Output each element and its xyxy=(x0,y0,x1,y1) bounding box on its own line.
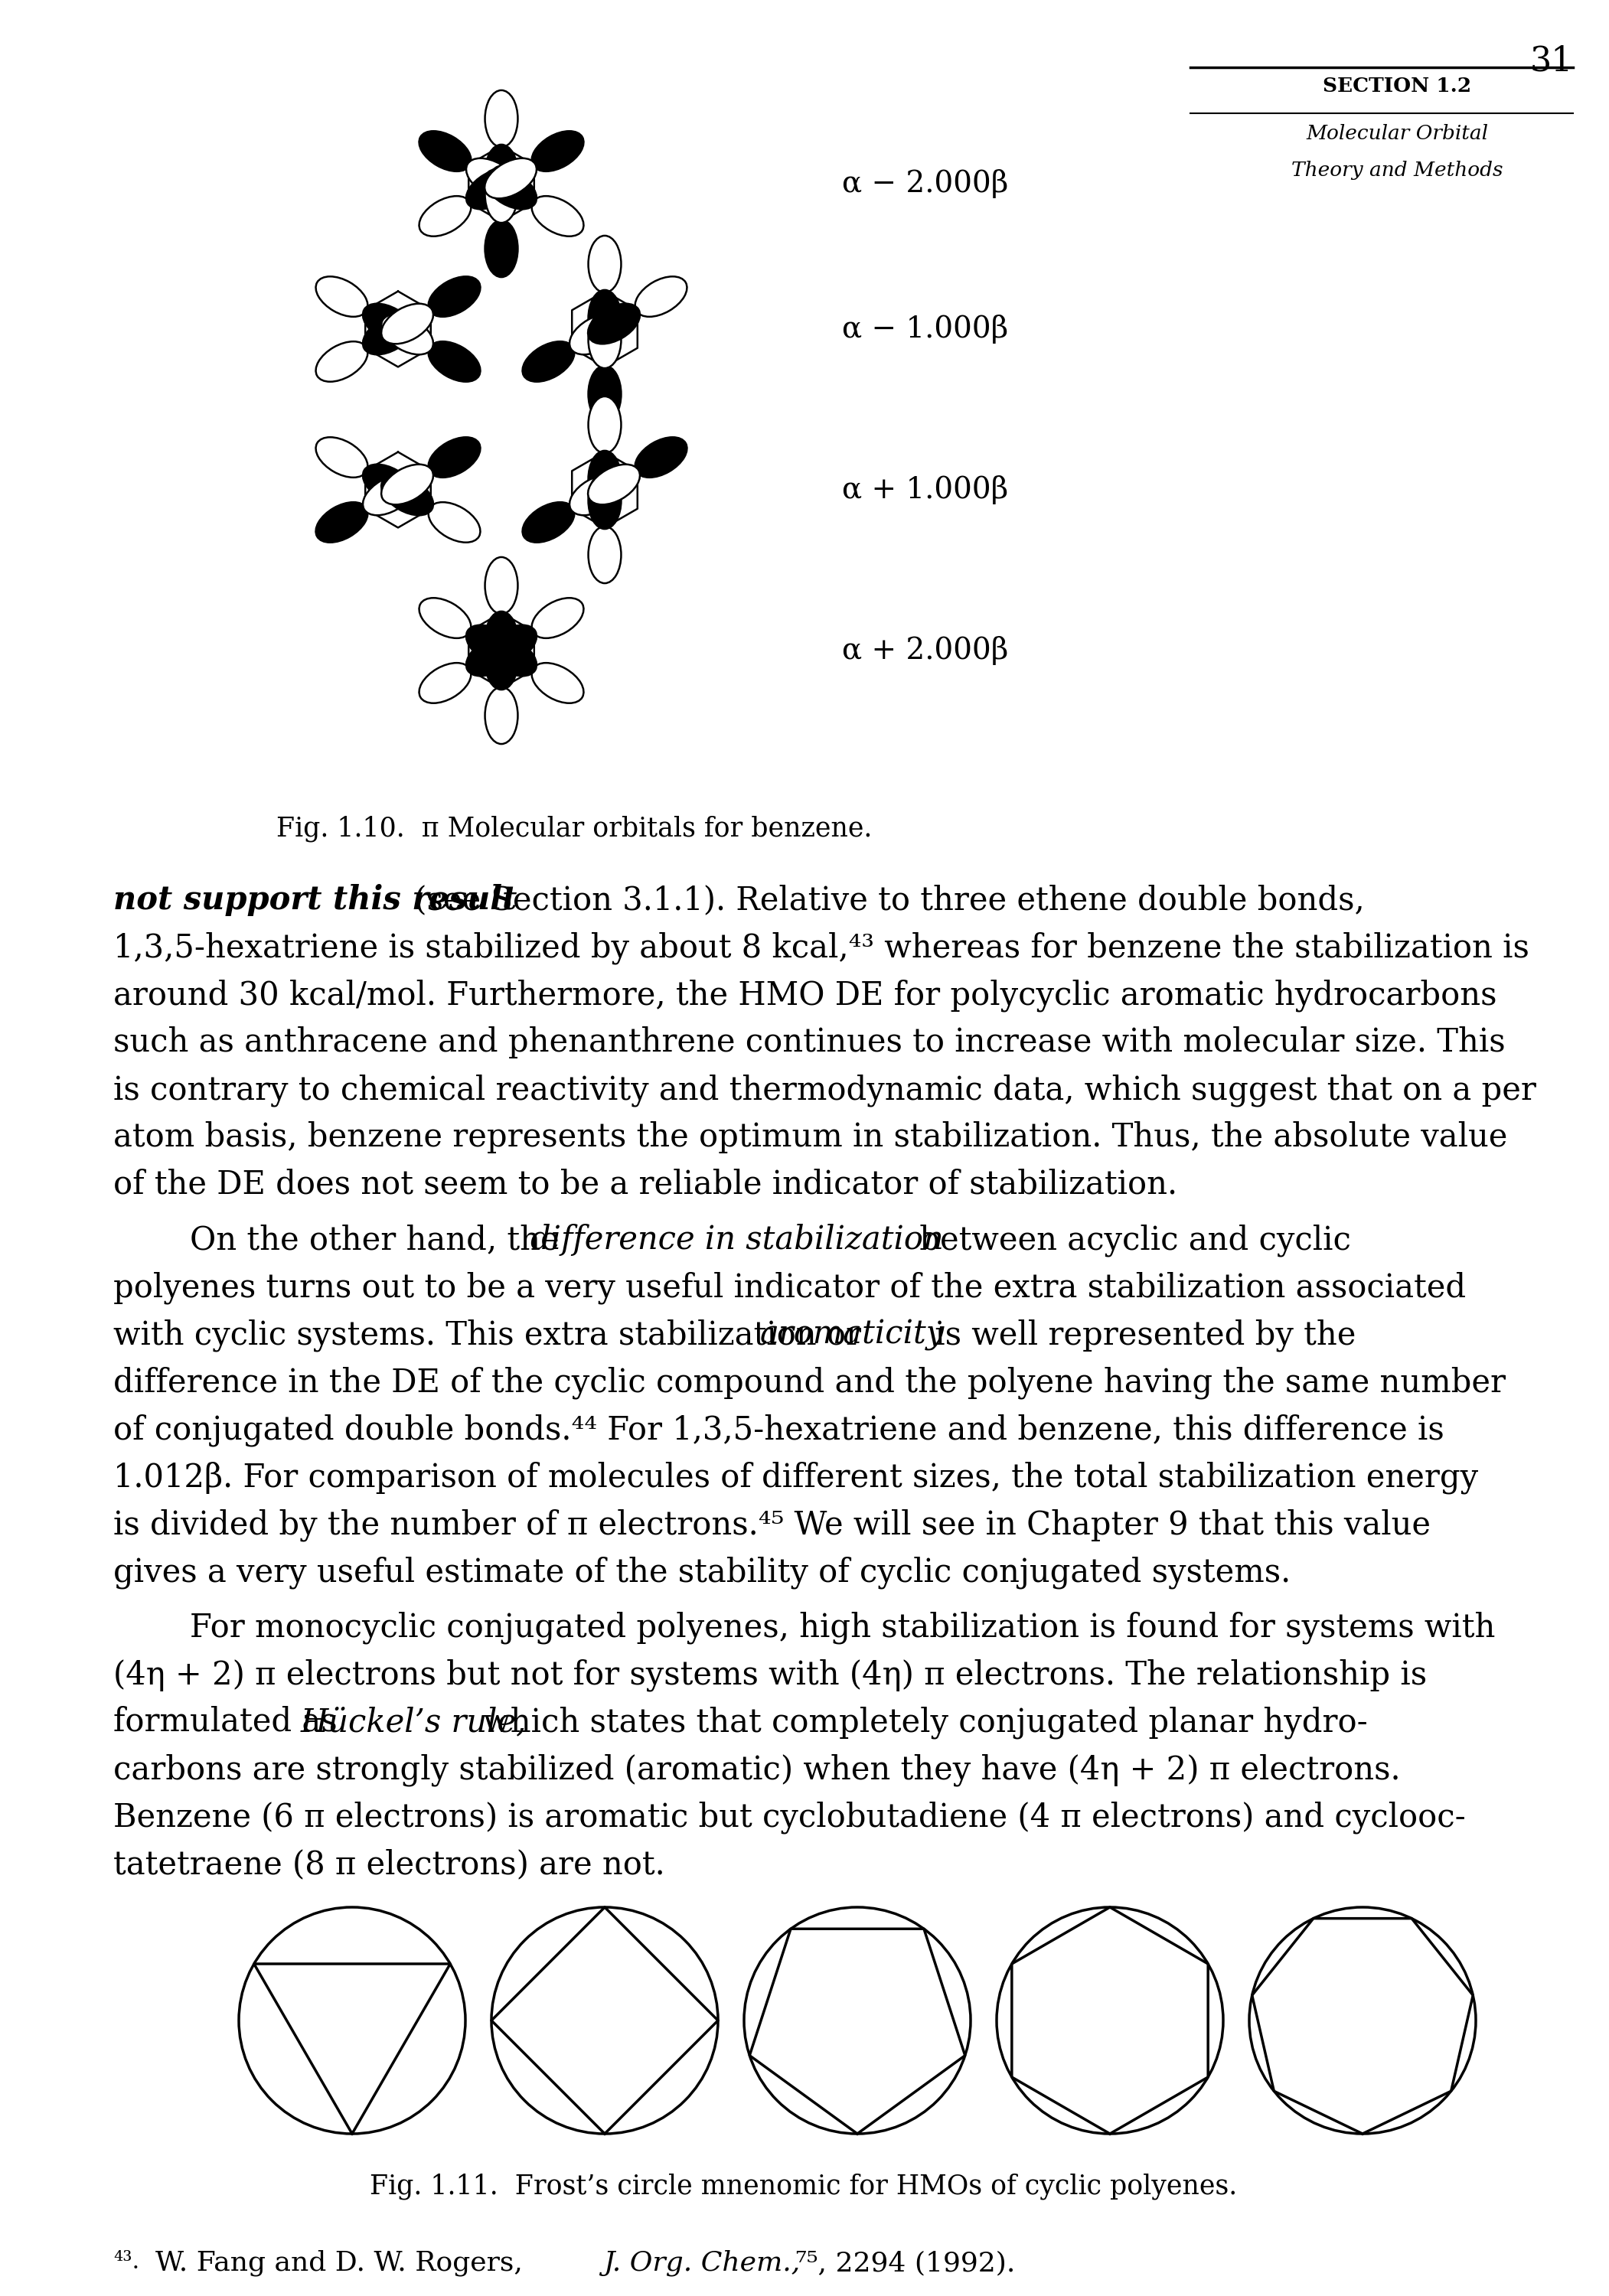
Ellipse shape xyxy=(428,276,481,317)
Ellipse shape xyxy=(484,90,518,147)
Text: is contrary to chemical reactivity and thermodynamic data, which suggest that on: is contrary to chemical reactivity and t… xyxy=(113,1075,1537,1107)
Text: For monocyclic conjugated polyenes, high stabilization is found for systems with: For monocyclic conjugated polyenes, high… xyxy=(190,1612,1495,1644)
Text: J. Org. Chem.,: J. Org. Chem., xyxy=(603,2250,800,2278)
Text: difference in stabilization: difference in stabilization xyxy=(531,1224,943,1256)
Text: formulated as: formulated as xyxy=(113,1706,348,1738)
Ellipse shape xyxy=(381,464,433,505)
Text: 1.012β. For comparison of molecules of different sizes, the total stabilization : 1.012β. For comparison of molecules of d… xyxy=(113,1460,1479,1495)
Text: Fig. 1.11.  Frost’s circle mnenomic for HMOs of cyclic polyenes.: Fig. 1.11. Frost’s circle mnenomic for H… xyxy=(370,2174,1237,2200)
Text: such as anthracene and phenanthrene continues to increase with molecular size. T: such as anthracene and phenanthrene cont… xyxy=(113,1026,1506,1058)
Ellipse shape xyxy=(484,220,518,278)
Ellipse shape xyxy=(589,236,621,292)
Text: On the other hand, the: On the other hand, the xyxy=(190,1224,570,1256)
Text: Theory and Methods: Theory and Methods xyxy=(1290,161,1503,179)
Ellipse shape xyxy=(484,158,536,197)
Ellipse shape xyxy=(484,170,536,209)
Ellipse shape xyxy=(531,664,584,703)
Ellipse shape xyxy=(315,436,368,478)
Ellipse shape xyxy=(428,436,481,478)
Ellipse shape xyxy=(570,315,621,354)
Text: polyenes turns out to be a very useful indicator of the extra stabilization asso: polyenes turns out to be a very useful i… xyxy=(113,1272,1466,1304)
Text: α − 2.000β: α − 2.000β xyxy=(842,170,1009,197)
Ellipse shape xyxy=(523,503,574,542)
Ellipse shape xyxy=(531,131,584,172)
Ellipse shape xyxy=(531,597,584,638)
Ellipse shape xyxy=(484,634,518,689)
Text: (4η + 2) π electrons but not for systems with (4η) π electrons. The relationship: (4η + 2) π electrons but not for systems… xyxy=(113,1658,1427,1690)
Ellipse shape xyxy=(381,315,433,354)
Ellipse shape xyxy=(418,664,471,703)
Text: 1,3,5-hexatriene is stabilized by about 8 kcal,⁴³ whereas for benzene the stabil: 1,3,5-hexatriene is stabilized by about … xyxy=(113,932,1529,964)
Ellipse shape xyxy=(364,315,415,354)
Ellipse shape xyxy=(428,342,481,381)
Ellipse shape xyxy=(570,475,621,514)
Text: Hückel’s rule,: Hückel’s rule, xyxy=(301,1706,526,1738)
Ellipse shape xyxy=(364,475,415,514)
Ellipse shape xyxy=(484,611,518,668)
Ellipse shape xyxy=(589,365,621,422)
Ellipse shape xyxy=(589,289,621,347)
Ellipse shape xyxy=(315,342,368,381)
Ellipse shape xyxy=(589,473,621,528)
Text: ⁴³.: ⁴³. xyxy=(113,2250,140,2273)
Ellipse shape xyxy=(364,303,415,344)
Text: between acyclic and cyclic: between acyclic and cyclic xyxy=(909,1224,1352,1256)
Ellipse shape xyxy=(531,195,584,236)
Ellipse shape xyxy=(587,303,640,344)
Ellipse shape xyxy=(589,312,621,367)
Ellipse shape xyxy=(636,276,687,317)
Text: (see Section 3.1.1). Relative to three ethene double bonds,: (see Section 3.1.1). Relative to three e… xyxy=(404,884,1364,916)
Text: around 30 kcal/mol. Furthermore, the HMO DE for polycyclic aromatic hydrocarbons: around 30 kcal/mol. Furthermore, the HMO… xyxy=(113,978,1496,1010)
Text: carbons are strongly stabilized (aromatic) when they have (4η + 2) π electrons.: carbons are strongly stabilized (aromati… xyxy=(113,1754,1400,1786)
Text: which states that completely conjugated planar hydro-: which states that completely conjugated … xyxy=(473,1706,1368,1738)
Ellipse shape xyxy=(418,597,471,638)
Ellipse shape xyxy=(467,625,518,666)
Text: of conjugated double bonds.⁴⁴ For 1,3,5-hexatriene and benzene, this difference : of conjugated double bonds.⁴⁴ For 1,3,5-… xyxy=(113,1414,1445,1446)
Ellipse shape xyxy=(484,625,536,666)
Text: difference in the DE of the cyclic compound and the polyene having the same numb: difference in the DE of the cyclic compo… xyxy=(113,1366,1506,1398)
Ellipse shape xyxy=(364,464,415,505)
Text: tatetraene (8 π electrons) are not.: tatetraene (8 π electrons) are not. xyxy=(113,1848,665,1880)
Ellipse shape xyxy=(484,636,536,675)
Text: not support this result: not support this result xyxy=(113,884,516,916)
Ellipse shape xyxy=(315,503,368,542)
Text: α + 1.000β: α + 1.000β xyxy=(842,475,1009,505)
Text: is well represented by the: is well represented by the xyxy=(925,1318,1356,1350)
Ellipse shape xyxy=(418,131,471,172)
Ellipse shape xyxy=(587,464,640,505)
Ellipse shape xyxy=(484,165,518,223)
Text: 31: 31 xyxy=(1530,44,1574,78)
Text: with cyclic systems. This extra stabilization or: with cyclic systems. This extra stabiliz… xyxy=(113,1318,872,1350)
Ellipse shape xyxy=(589,450,621,507)
Ellipse shape xyxy=(484,558,518,613)
Ellipse shape xyxy=(381,303,433,344)
Text: is divided by the number of π electrons.⁴⁵ We will see in Chapter 9 that this va: is divided by the number of π electrons.… xyxy=(113,1508,1430,1541)
Text: gives a very useful estimate of the stability of cyclic conjugated systems.: gives a very useful estimate of the stab… xyxy=(113,1557,1290,1589)
Ellipse shape xyxy=(484,687,518,744)
Text: aromaticity: aromaticity xyxy=(759,1318,944,1350)
Text: of the DE does not seem to be a reliable indicator of stabilization.: of the DE does not seem to be a reliable… xyxy=(113,1169,1178,1201)
Text: Fig. 1.10.  π Molecular orbitals for benzene.: Fig. 1.10. π Molecular orbitals for benz… xyxy=(277,815,872,843)
Ellipse shape xyxy=(636,436,687,478)
Text: ⁷⁵, 2294 (1992).: ⁷⁵, 2294 (1992). xyxy=(787,2250,1015,2275)
Ellipse shape xyxy=(589,397,621,452)
Ellipse shape xyxy=(315,276,368,317)
Text: α + 2.000β: α + 2.000β xyxy=(842,636,1009,666)
Ellipse shape xyxy=(381,475,433,514)
Ellipse shape xyxy=(467,158,518,197)
Ellipse shape xyxy=(467,170,518,209)
Ellipse shape xyxy=(418,195,471,236)
Text: atom basis, benzene represents the optimum in stabilization. Thus, the absolute : atom basis, benzene represents the optim… xyxy=(113,1120,1508,1153)
Ellipse shape xyxy=(467,636,518,675)
Ellipse shape xyxy=(428,503,481,542)
Text: Molecular Orbital: Molecular Orbital xyxy=(1307,124,1488,142)
Ellipse shape xyxy=(589,526,621,583)
Ellipse shape xyxy=(523,342,574,381)
Text: W. Fang and D. W. Rogers,: W. Fang and D. W. Rogers, xyxy=(156,2250,531,2278)
Ellipse shape xyxy=(484,145,518,202)
Text: SECTION 1.2: SECTION 1.2 xyxy=(1323,76,1471,96)
Text: Benzene (6 π electrons) is aromatic but cyclobutadiene (4 π electrons) and cyclo: Benzene (6 π electrons) is aromatic but … xyxy=(113,1800,1466,1832)
Text: α − 1.000β: α − 1.000β xyxy=(842,315,1009,344)
